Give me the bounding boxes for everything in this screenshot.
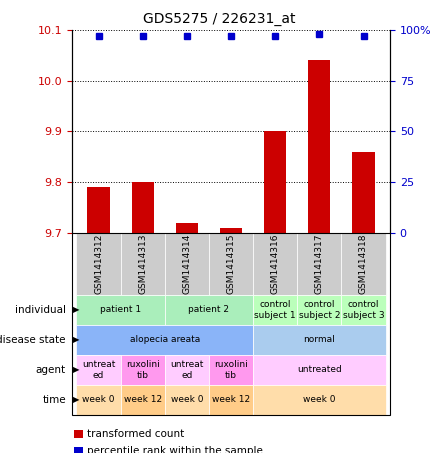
Bar	[308, 60, 330, 233]
Text: percentile rank within the sample: percentile rank within the sample	[87, 446, 262, 453]
Text: control
subject 3: control subject 3	[343, 300, 384, 319]
Text: transformed count: transformed count	[87, 429, 184, 439]
Text: patient 2: patient 2	[188, 305, 230, 314]
Text: week 0: week 0	[82, 395, 115, 405]
Text: GSM1414317: GSM1414317	[315, 234, 324, 294]
Text: disease state: disease state	[0, 335, 66, 345]
Text: control
subject 1: control subject 1	[254, 300, 296, 319]
Text: untreat
ed: untreat ed	[170, 361, 204, 380]
Text: ruxolini
tib: ruxolini tib	[126, 361, 159, 380]
Text: GSM1414316: GSM1414316	[271, 234, 280, 294]
Bar	[132, 182, 154, 233]
Text: individual: individual	[15, 305, 66, 315]
Text: GSM1414312: GSM1414312	[94, 234, 103, 294]
Text: GSM1414314: GSM1414314	[182, 234, 191, 294]
Text: GDS5275 / 226231_at: GDS5275 / 226231_at	[143, 12, 295, 26]
Text: GSM1414313: GSM1414313	[138, 234, 147, 294]
Text: time: time	[42, 395, 66, 405]
Bar	[220, 228, 242, 233]
Text: untreated: untreated	[297, 366, 342, 375]
Text: agent: agent	[36, 365, 66, 375]
Text: GSM1414318: GSM1414318	[359, 234, 368, 294]
Bar	[264, 131, 286, 233]
Text: ▶: ▶	[73, 366, 80, 375]
Text: control
subject 2: control subject 2	[299, 300, 340, 319]
Text: ruxolini
tib: ruxolini tib	[214, 361, 248, 380]
Text: GSM1414315: GSM1414315	[226, 234, 236, 294]
Text: untreat
ed: untreat ed	[82, 361, 115, 380]
Text: week 0: week 0	[303, 395, 336, 405]
Text: ▶: ▶	[73, 395, 80, 405]
Text: week 12: week 12	[212, 395, 250, 405]
Text: patient 1: patient 1	[100, 305, 141, 314]
Text: week 0: week 0	[170, 395, 203, 405]
Text: ▶: ▶	[73, 305, 80, 314]
Text: alopecia areata: alopecia areata	[130, 336, 200, 344]
Bar	[176, 223, 198, 233]
Text: normal: normal	[304, 336, 335, 344]
Bar	[353, 152, 374, 233]
Bar	[88, 188, 110, 233]
Text: week 12: week 12	[124, 395, 162, 405]
Text: ▶: ▶	[73, 336, 80, 344]
